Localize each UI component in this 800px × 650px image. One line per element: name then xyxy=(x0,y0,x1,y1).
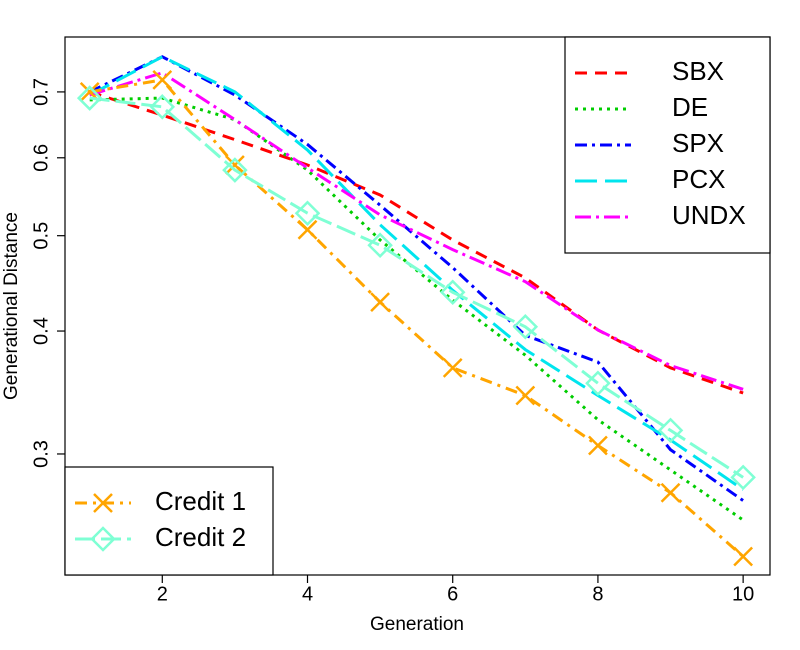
x-axis-title: Generation xyxy=(370,614,464,635)
series-line xyxy=(89,96,744,479)
marker-diamond xyxy=(294,200,321,226)
marker-diamond xyxy=(585,370,611,397)
marker-diamond xyxy=(730,464,756,491)
marker-x xyxy=(515,385,536,406)
legend-label: UNDX xyxy=(672,200,746,230)
legend-label: SPX xyxy=(672,128,724,158)
y-tick-label: 0.7 xyxy=(30,78,52,106)
series-line xyxy=(89,55,744,502)
x-tick-label: 4 xyxy=(302,583,313,605)
legend-label: Credit 1 xyxy=(155,486,246,516)
marker-diamond xyxy=(90,526,116,552)
marker-diamond xyxy=(512,314,539,340)
plot-lines xyxy=(76,55,756,567)
marker-x xyxy=(93,493,113,513)
marker-x xyxy=(370,292,390,313)
x-tick-label: 10 xyxy=(732,583,754,605)
x-tick-label: 8 xyxy=(592,583,603,605)
marker-x xyxy=(733,546,754,567)
marker-diamond xyxy=(367,232,393,258)
marker-x xyxy=(588,435,608,456)
legend-box xyxy=(64,466,274,576)
plot-frame xyxy=(64,36,771,576)
x-tick-label: 6 xyxy=(447,583,458,605)
marker-x xyxy=(225,155,245,175)
y-tick-label: 0.5 xyxy=(30,222,52,250)
series-line xyxy=(89,71,744,391)
marker-diamond xyxy=(439,279,466,306)
y-tick-label: 0.6 xyxy=(30,144,52,172)
legend-label: Credit 2 xyxy=(155,522,246,552)
series-line xyxy=(88,55,744,491)
x-tick-label: 2 xyxy=(157,583,168,605)
marker-x xyxy=(297,219,318,240)
marker-x xyxy=(152,69,173,90)
marker-diamond xyxy=(149,94,176,120)
marker-diamond xyxy=(76,85,103,111)
legend-label: PCX xyxy=(672,164,725,194)
legend-label: DE xyxy=(672,92,708,122)
legend-label: SBX xyxy=(672,56,724,86)
y-tick-label: 0.4 xyxy=(30,317,52,345)
y-tick-label: 0.3 xyxy=(30,440,52,468)
marker-diamond xyxy=(657,417,684,444)
marker-diamond xyxy=(222,157,248,183)
marker-x xyxy=(660,482,681,503)
series-line xyxy=(89,78,745,558)
marker-x xyxy=(442,357,463,378)
y-axis-title: Generational Distance xyxy=(1,212,22,400)
